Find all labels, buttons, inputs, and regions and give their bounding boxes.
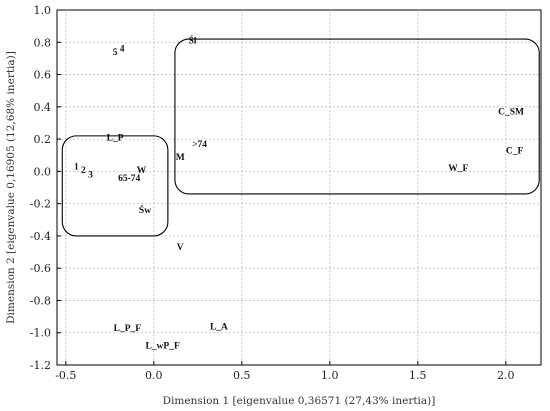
x-tick-label: 2.0 (497, 369, 515, 382)
x-axis-title: Dimension 1 [eigenvalue 0,36571 (27,43% … (163, 395, 436, 407)
y-tick-label: -0.4 (30, 230, 51, 243)
x-tick-label: 1.5 (409, 369, 427, 382)
y-tick-label: -1.0 (30, 327, 51, 340)
cluster-outline (61, 135, 169, 237)
cluster-outline (174, 38, 540, 195)
point-label: W (137, 166, 147, 176)
plot-frame (56, 9, 542, 366)
point-label: L_P (107, 133, 124, 143)
point-label: V (177, 243, 184, 253)
x-tick-label: 1.0 (321, 369, 339, 382)
y-tick-label: 0.2 (34, 133, 52, 146)
point-label: 3 (88, 171, 93, 181)
x-tick-label: -0.5 (55, 369, 76, 382)
point-label: 2 (81, 166, 86, 176)
point-label: 1 (74, 163, 79, 173)
point-label: W_F (448, 164, 468, 174)
grid-lines (57, 10, 541, 365)
point-label: >74 (192, 140, 207, 150)
group-boxes (61, 38, 540, 237)
point-label: M (176, 153, 185, 163)
y-tick-label: 0.6 (34, 69, 52, 82)
y-axis-title: Dimension 2 [eigenvalue 0,16905 (12,68% … (5, 51, 17, 324)
y-tick-label: -0.8 (30, 294, 51, 307)
x-tick-label: 0.0 (145, 369, 163, 382)
point-label: L_P_F (114, 324, 142, 334)
y-tick-label: 0.8 (34, 36, 52, 49)
point-label: L_A (210, 322, 228, 332)
y-tick-label: -0.6 (30, 262, 51, 275)
point-label: 65-74 (118, 174, 140, 184)
y-tick-label: 1.0 (34, 4, 52, 17)
y-tick-label: -0.2 (30, 198, 51, 211)
x-tick-label: 0.5 (233, 369, 251, 382)
point-label: L_wP_F (145, 342, 180, 352)
point-label: 5 (113, 48, 118, 58)
point-label: Śl (189, 35, 197, 47)
y-tick-label: 0.4 (34, 101, 52, 114)
point-label: Św (139, 204, 151, 216)
point-label: 4 (120, 45, 125, 55)
y-tick-label: -1.2 (30, 359, 51, 372)
point-label: C_SM (498, 108, 524, 118)
y-tick-label: 0.0 (34, 165, 52, 178)
point-label: C_F (506, 146, 524, 156)
axis-ticks: -0.5 0.0 0.5 1.0 1.5 2.0 -1.2 -1.0 -0.8 -0.6 -0.4 -… (30, 4, 515, 382)
